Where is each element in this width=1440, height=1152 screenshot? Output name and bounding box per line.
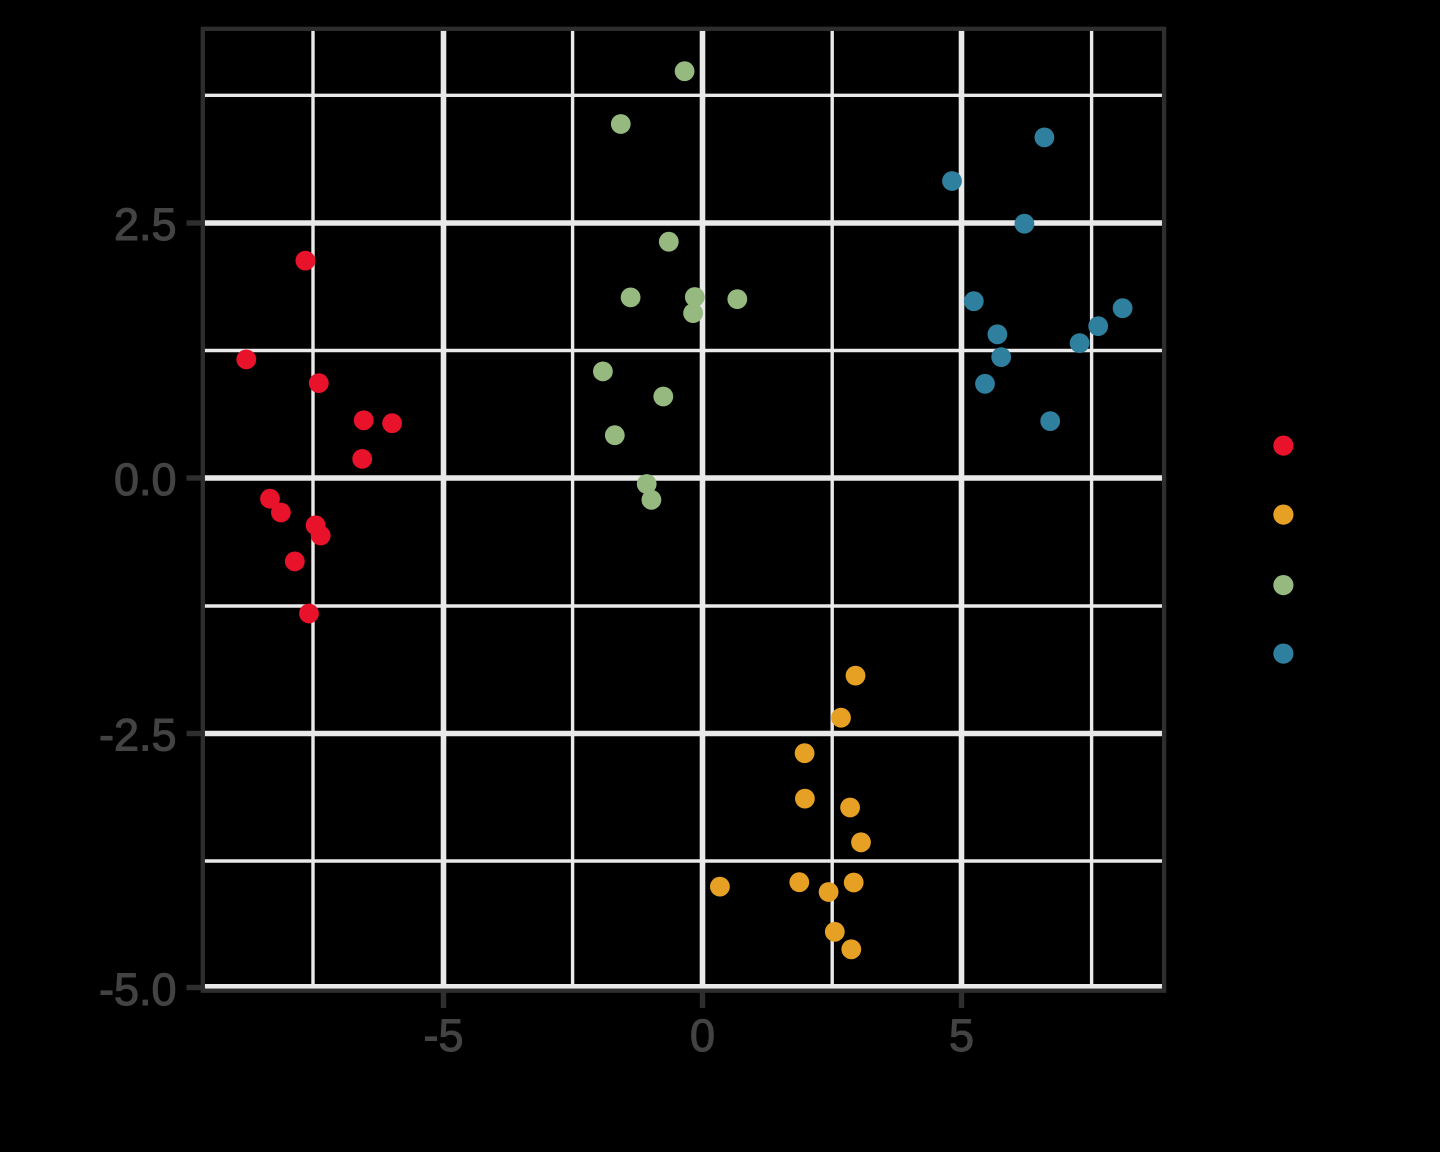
svg-text:2.5: 2.5: [114, 199, 177, 250]
svg-text:-2.5: -2.5: [99, 709, 177, 760]
svg-text:0.0: 0.0: [114, 454, 177, 505]
svg-text:5: 5: [949, 1010, 974, 1061]
svg-text:-5.0: -5.0: [99, 964, 177, 1015]
svg-text:-5: -5: [423, 1010, 463, 1061]
svg-text:0: 0: [690, 1010, 715, 1061]
